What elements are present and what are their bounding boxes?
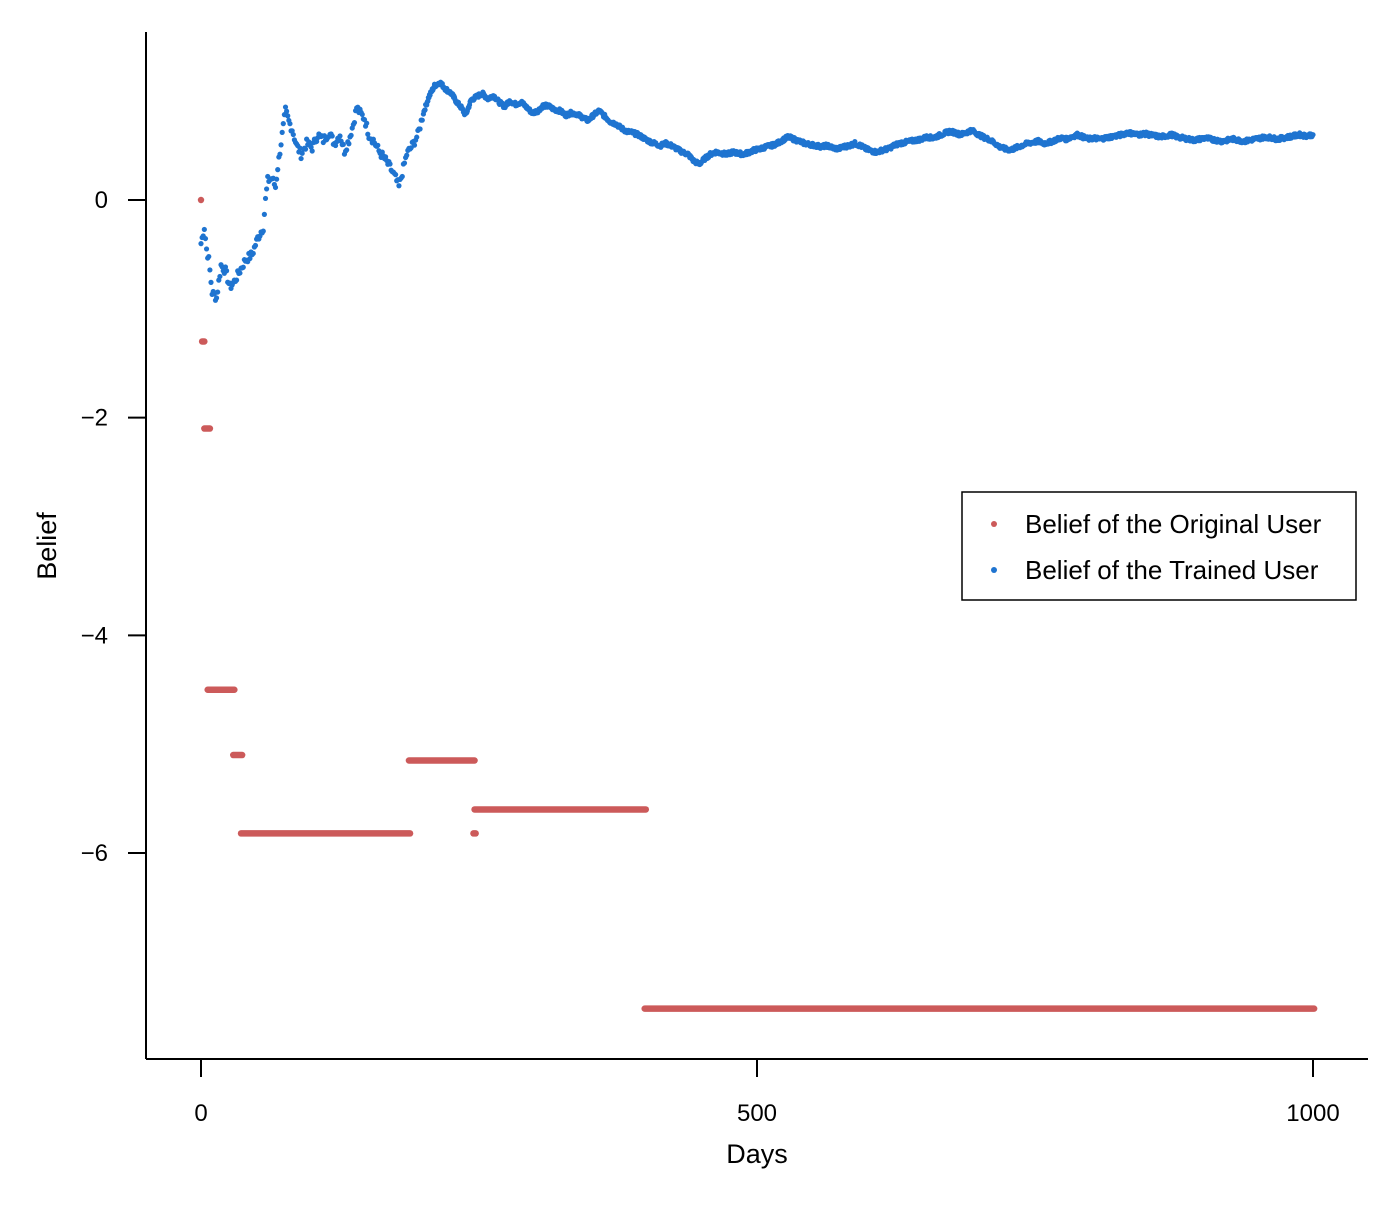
ticks: 0 500 1000 0 −2 −4 −6 xyxy=(81,187,1340,1127)
trained-user-point xyxy=(404,152,410,158)
trained-user-point xyxy=(302,146,309,152)
trained-user-point xyxy=(329,133,335,139)
trained-user-point xyxy=(272,184,279,191)
trained-user-point xyxy=(277,151,283,157)
trained-user-point xyxy=(401,160,408,166)
y-axis-label: Belief xyxy=(32,512,62,580)
trained-user-point xyxy=(417,126,423,132)
trained-user-point xyxy=(285,113,291,119)
trained-user-point xyxy=(282,104,289,110)
trained-user-point xyxy=(264,186,270,192)
legend-marker-trained xyxy=(991,567,997,573)
trained-user-point xyxy=(215,289,221,295)
legend-label-original: Belief of the Original User xyxy=(1025,509,1322,539)
trained-user-point xyxy=(233,277,240,283)
trained-user-point xyxy=(217,273,223,280)
original-user-point xyxy=(197,196,205,204)
trained-user-point xyxy=(260,228,266,234)
trained-user-point xyxy=(223,268,230,274)
y-tick-label: −4 xyxy=(81,622,108,649)
y-tick-label: −2 xyxy=(81,405,108,432)
trained-user-point xyxy=(213,295,220,301)
trained-user-point xyxy=(365,131,371,137)
trained-user-point xyxy=(348,132,354,138)
trained-user-point xyxy=(278,142,284,148)
trained-user-point xyxy=(207,267,213,273)
trained-user-point xyxy=(1310,132,1316,138)
trained-user-point xyxy=(280,121,286,127)
trained-user-point xyxy=(275,167,281,173)
trained-user-point xyxy=(359,111,365,118)
trained-user-point xyxy=(252,242,259,249)
trained-user-point xyxy=(411,142,418,148)
trained-user-point xyxy=(261,211,267,217)
data-points xyxy=(197,79,1318,1012)
y-tick-label: 0 xyxy=(95,187,108,214)
trained-user-point xyxy=(198,241,204,247)
legend-marker-original xyxy=(991,521,997,527)
trained-user-point xyxy=(419,117,425,123)
trained-user-point xyxy=(422,107,428,113)
trained-user-point xyxy=(399,173,405,180)
trained-user-point xyxy=(247,255,253,262)
trained-user-point xyxy=(414,134,420,140)
trained-user-point xyxy=(344,147,350,153)
trained-user-point xyxy=(290,131,296,138)
trained-user-point xyxy=(202,235,209,242)
x-tick-label: 1000 xyxy=(1286,1100,1339,1127)
trained-user-point xyxy=(203,246,210,252)
trained-user-point xyxy=(346,141,352,147)
trained-user-point xyxy=(396,183,402,189)
legend-box xyxy=(961,491,1357,601)
x-axis-label: Days xyxy=(726,1139,788,1169)
trained-user-point xyxy=(240,264,246,270)
trained-user-point xyxy=(298,155,304,162)
x-tick-label: 500 xyxy=(737,1100,777,1127)
legend: Belief of the Original User Belief of th… xyxy=(961,491,1357,601)
trained-user-point xyxy=(208,279,214,285)
trained-user-point xyxy=(206,253,212,260)
trained-user-point xyxy=(364,120,370,126)
trained-user-point xyxy=(340,141,346,148)
trained-user-point xyxy=(351,120,358,126)
y-tick-label: −6 xyxy=(81,840,108,867)
trained-user-point xyxy=(387,161,393,167)
x-tick-label: 0 xyxy=(194,1100,207,1127)
trained-user-point xyxy=(262,195,269,202)
trained-user-point xyxy=(299,150,305,156)
trained-user-point xyxy=(337,133,343,139)
trained-user-point xyxy=(279,129,285,135)
trained-user-point xyxy=(237,270,243,276)
trained-user-point xyxy=(274,176,280,182)
trained-user-point xyxy=(250,250,256,257)
trained-user-point xyxy=(375,142,381,148)
trained-user-point xyxy=(287,121,293,127)
trained-user-point xyxy=(284,108,290,114)
trained-user-point xyxy=(393,172,399,178)
legend-label-trained: Belief of the Trained User xyxy=(1025,555,1319,585)
trained-user-point xyxy=(309,148,315,154)
trained-user-point xyxy=(201,226,207,233)
